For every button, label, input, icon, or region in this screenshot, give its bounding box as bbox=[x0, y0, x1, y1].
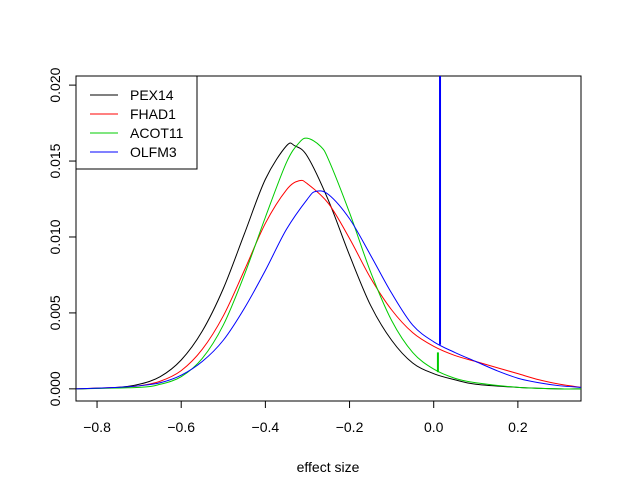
x-axis-title: effect size bbox=[297, 459, 360, 475]
y-tick-label: 0.020 bbox=[47, 67, 63, 102]
series-line-fhad1 bbox=[75, 179, 582, 390]
legend-label-fhad1: FHAD1 bbox=[130, 106, 176, 122]
y-tick-label: 0.000 bbox=[47, 371, 63, 406]
y-tick-label: 0.015 bbox=[47, 143, 63, 178]
y-axis: 0.000 0.005 0.010 0.015 0.020 bbox=[47, 67, 77, 406]
series-line-acot11 bbox=[75, 137, 582, 390]
x-tick-label: −0.4 bbox=[252, 419, 280, 435]
y-tick-label: 0.005 bbox=[47, 295, 63, 330]
x-tick-label: 0.0 bbox=[424, 419, 444, 435]
x-tick-label: 0.2 bbox=[508, 419, 528, 435]
x-tick-label: −0.8 bbox=[83, 419, 111, 435]
x-axis: −0.8 −0.6 −0.4 −0.2 0.0 0.2 bbox=[83, 400, 528, 435]
series-group bbox=[75, 137, 582, 390]
series-line-pex14 bbox=[75, 142, 582, 390]
legend-label-pex14: PEX14 bbox=[130, 87, 174, 103]
legend: PEX14 FHAD1 ACOT11 OLFM3 bbox=[75, 75, 198, 170]
series-line-olfm3 bbox=[75, 190, 582, 390]
x-tick-label: −0.6 bbox=[167, 419, 195, 435]
x-tick-label: −0.2 bbox=[336, 419, 364, 435]
legend-box bbox=[75, 75, 198, 170]
legend-label-olfm3: OLFM3 bbox=[130, 144, 177, 160]
y-tick-label: 0.010 bbox=[47, 219, 63, 254]
legend-label-acot11: ACOT11 bbox=[130, 125, 184, 141]
vertical-segments-group bbox=[436, 76, 442, 373]
